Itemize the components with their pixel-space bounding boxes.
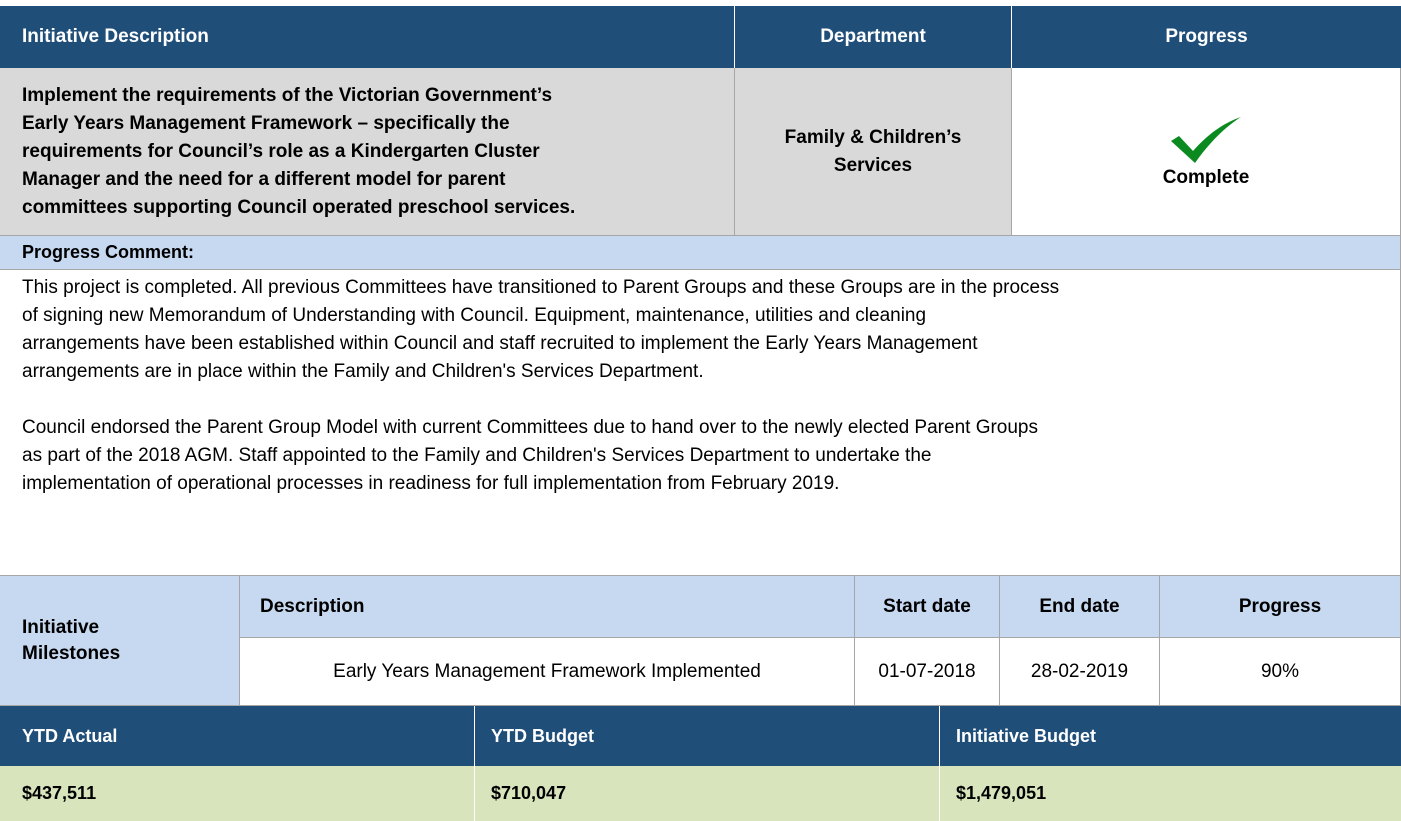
text-line: Council endorsed the Parent Group Model … [22,417,1038,438]
budget-value: $437,511 [0,766,475,821]
milestone-header: Start date [855,576,1000,638]
check-shape [1171,116,1241,163]
milestone-cell: 01-07-2018 [855,638,1000,706]
text-line: Services [833,154,913,176]
text-line: Milestones [22,642,121,664]
text-line: Implement the requirements of the Victor… [22,84,553,106]
budget-header: YTD Budget [475,706,940,766]
text-line: requirements for Council’s role as a Kin… [22,140,540,162]
text-line: Initiative [22,616,100,638]
header-cell: Progress [1012,6,1401,68]
milestone-cell: 90% [1160,638,1401,706]
comment-cell: This project is completed. All previous … [0,270,1401,576]
milestone-cell: 28-02-2019 [1000,638,1160,706]
text-line: This project is completed. All previous … [22,277,1060,298]
text-line: committees supporting Council operated p… [22,196,576,218]
milestone-header: Description [240,576,855,638]
milestone-header: End date [1000,576,1160,638]
description: Implement the requirements of the Victor… [22,82,575,222]
budget-value: $1,479,051 [940,766,1401,821]
text-line: arrangements have been established withi… [22,333,978,354]
department-cell: Family & Children’s Services [735,68,1012,236]
header-cell: Department [735,6,1012,68]
milestones-label-cell: Initiative Milestones [0,576,240,706]
progress-cell: Complete [1012,68,1401,236]
spacer [22,386,1059,414]
text-line: Early Years Management Framework – speci… [22,112,510,134]
comment: This project is completed. All previous … [22,274,1059,498]
department: Family & Children’s Services [785,124,962,180]
progress-status: Complete [1162,166,1250,188]
text-line: of signing new Memorandum of Understandi… [22,305,927,326]
text-line: as part of the 2018 AGM. Staff appointed… [22,445,932,466]
description-cell: Implement the requirements of the Victor… [0,68,735,236]
text-line: implementation of operational processes … [22,473,840,494]
comment-label: Progress Comment: [0,236,1401,270]
milestone-cell: Early Years Management Framework Impleme… [240,638,855,706]
text-line: arrangements are in place within the Fam… [22,361,704,382]
milestones-label: Initiative Milestones [22,615,120,667]
header-cell: Initiative Description [0,6,735,68]
budget-value: $710,047 [475,766,940,821]
text-line: Family & Children’s [784,126,962,148]
text-line: Manager and the need for a different mod… [22,168,506,190]
budget-header: Initiative Budget [940,706,1401,766]
milestone-header: Progress [1160,576,1401,638]
budget-header: YTD Actual [0,706,475,766]
check-icon [1171,116,1241,163]
